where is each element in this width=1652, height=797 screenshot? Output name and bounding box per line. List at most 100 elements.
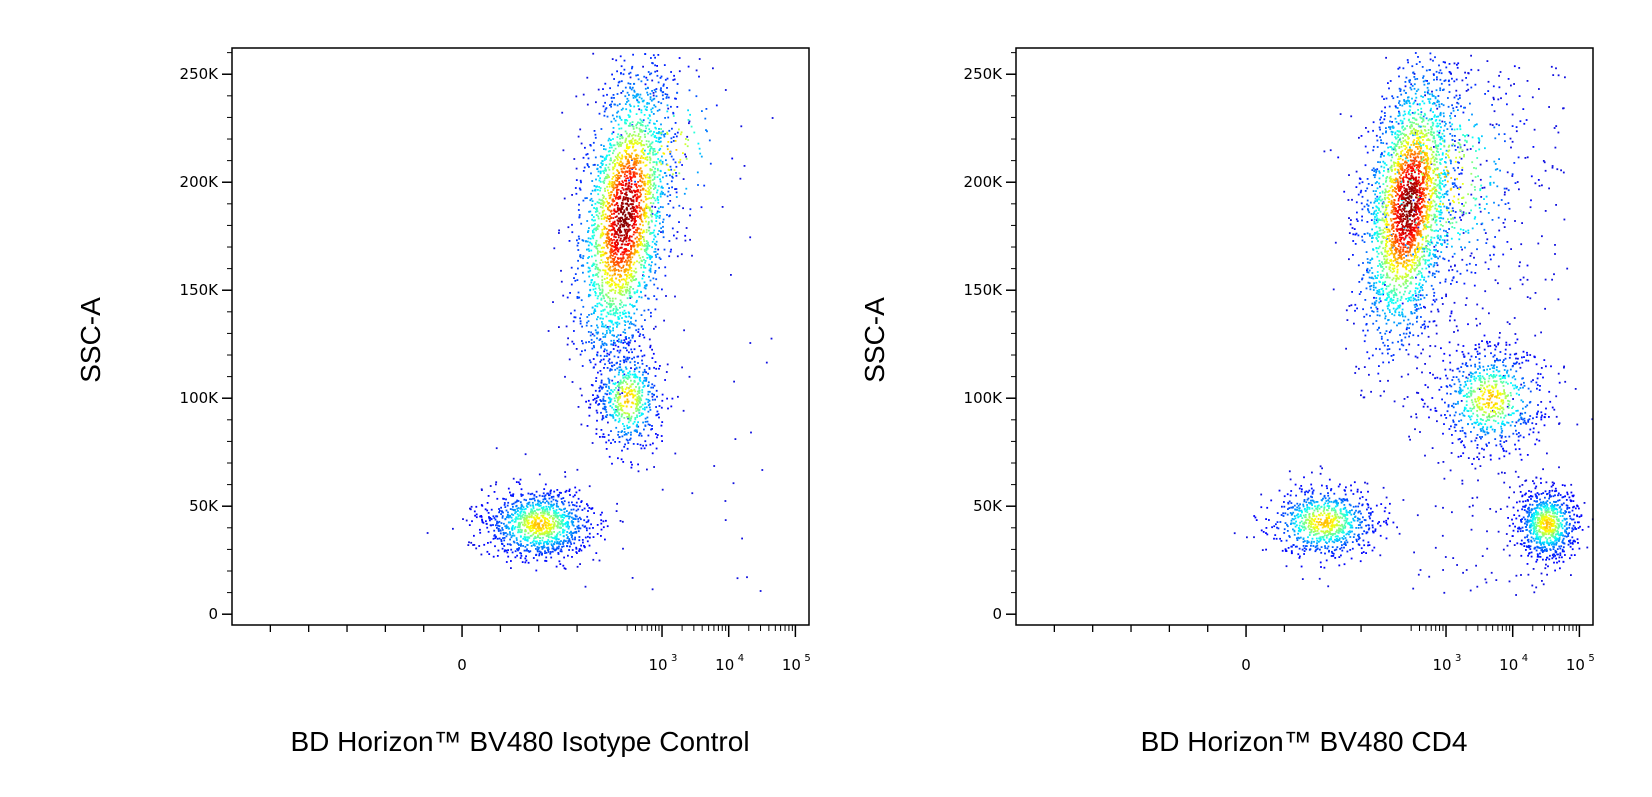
- event-dot: [619, 402, 622, 405]
- event-dot: [612, 313, 615, 316]
- event-dot: [665, 174, 668, 177]
- event-dot: [568, 490, 571, 492]
- event-dot: [603, 179, 606, 182]
- event-dot: [579, 563, 581, 565]
- event-dot: [1323, 150, 1326, 153]
- event-dot: [627, 342, 630, 345]
- event-dot: [630, 431, 632, 434]
- event-dot: [626, 394, 629, 397]
- event-dot: [544, 521, 547, 524]
- event-dot: [721, 206, 724, 208]
- event-dot: [538, 542, 541, 544]
- event-dot: [532, 526, 534, 529]
- event-dot: [613, 227, 616, 230]
- event-dot: [660, 231, 662, 233]
- event-dot: [611, 233, 613, 235]
- event-dot: [635, 429, 638, 432]
- event-dot: [588, 507, 591, 509]
- event-dot: [608, 379, 611, 381]
- event-dot: [511, 508, 514, 511]
- event-dot: [592, 231, 595, 234]
- event-dot: [570, 534, 573, 536]
- event-dot: [608, 218, 611, 220]
- event-dot: [661, 399, 664, 402]
- event-dot: [1402, 499, 1405, 501]
- event-dot: [619, 228, 621, 231]
- event-dot: [704, 117, 707, 120]
- event-dot: [656, 191, 658, 194]
- event-dot: [631, 206, 634, 209]
- event-dot: [590, 192, 592, 195]
- event-dot: [610, 321, 613, 324]
- event-dot: [536, 550, 539, 553]
- event-dot: [568, 504, 571, 507]
- event-dot: [596, 252, 599, 254]
- event-dot: [1453, 301, 1456, 304]
- event-dot: [590, 331, 592, 334]
- event-dot: [673, 74, 675, 77]
- event-dot: [624, 273, 627, 276]
- event-dot: [609, 157, 612, 160]
- event-dot: [646, 159, 649, 161]
- event-dot: [604, 271, 607, 273]
- event-dot: [611, 58, 614, 60]
- event-dot: [624, 376, 627, 379]
- event-dot: [1452, 557, 1455, 559]
- event-dot: [543, 511, 546, 514]
- event-dot: [558, 531, 561, 533]
- event-dot: [613, 233, 616, 236]
- event-dot: [1515, 594, 1517, 596]
- event-dot: [633, 183, 636, 186]
- event-dot: [625, 147, 628, 149]
- event-dot: [1420, 352, 1423, 355]
- event-dot: [610, 398, 613, 401]
- event-dot: [525, 549, 528, 552]
- event-dot: [628, 239, 630, 242]
- event-dot: [651, 174, 654, 177]
- event-dot: [595, 259, 597, 262]
- event-dot: [619, 275, 621, 278]
- event-dot: [651, 232, 654, 234]
- event-dot: [533, 537, 535, 540]
- event-dot: [616, 241, 619, 244]
- event-dot: [614, 419, 617, 421]
- event-dot: [618, 80, 621, 83]
- event-dot: [541, 508, 544, 511]
- event-dot: [622, 359, 625, 362]
- event-dot: [1461, 479, 1464, 482]
- event-dot: [638, 101, 641, 104]
- event-dot: [616, 111, 618, 114]
- event-dot: [618, 369, 621, 372]
- event-dot: [606, 414, 609, 416]
- event-dot: [649, 269, 652, 271]
- event-dot: [631, 86, 634, 89]
- event-dot: [1518, 265, 1521, 268]
- event-dot: [492, 537, 495, 540]
- event-dot: [639, 217, 641, 220]
- event-dot: [488, 516, 490, 518]
- event-dot: [515, 516, 517, 519]
- event-dot: [643, 266, 645, 269]
- event-dot: [604, 251, 607, 254]
- event-dot: [501, 529, 504, 531]
- event-dot: [641, 121, 644, 123]
- event-dot: [1459, 186, 1462, 189]
- event-dot: [649, 73, 651, 76]
- event-dot: [599, 389, 601, 392]
- event-dot: [540, 520, 543, 522]
- event-dot: [675, 97, 677, 100]
- event-dot: [549, 530, 551, 533]
- event-dot: [1484, 232, 1487, 234]
- event-dot: [645, 212, 648, 214]
- event-dot: [606, 332, 608, 334]
- event-dot: [658, 217, 661, 219]
- event-dot: [550, 489, 552, 492]
- event-dot: [615, 59, 618, 62]
- event-dot: [646, 242, 648, 245]
- event-dot: [617, 317, 620, 319]
- event-dot: [1542, 468, 1544, 471]
- event-dot: [628, 290, 631, 293]
- event-dot: [611, 365, 614, 368]
- event-dot: [1488, 312, 1490, 315]
- event-dot: [647, 372, 649, 375]
